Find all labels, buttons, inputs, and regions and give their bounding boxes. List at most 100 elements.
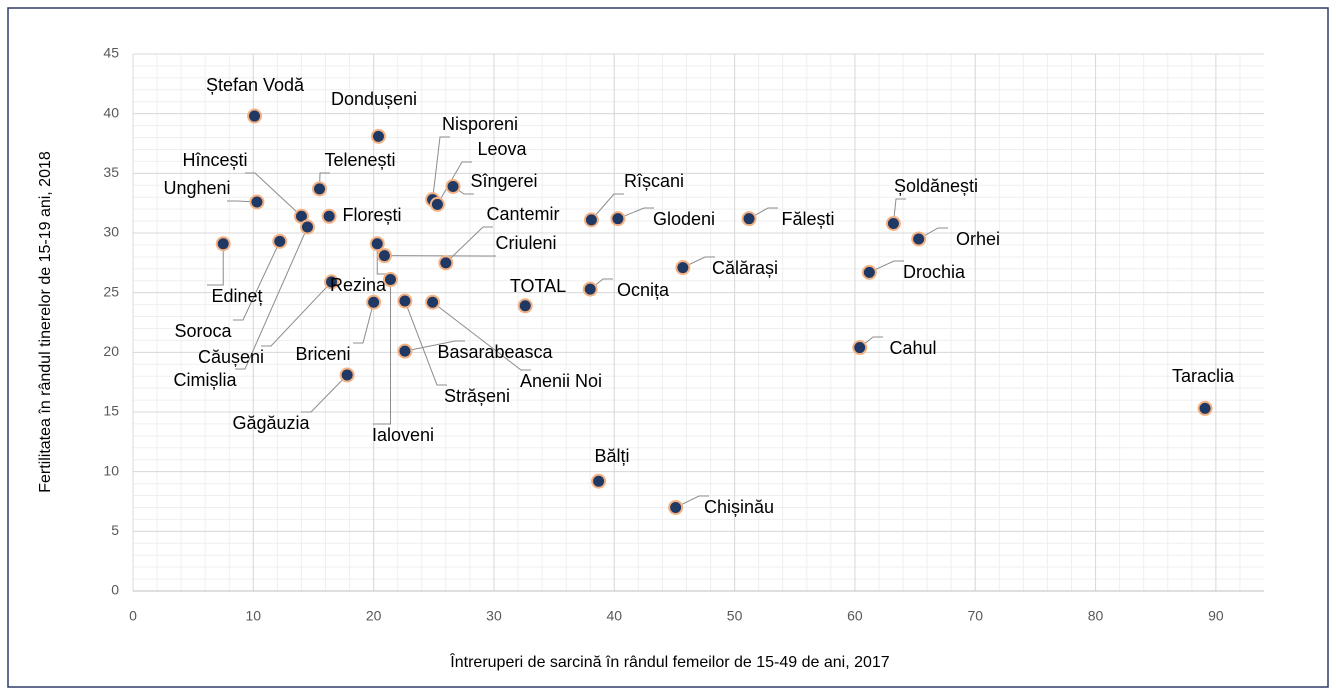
y-tick-label: 5 <box>111 522 119 538</box>
point-label: Glodeni <box>653 209 715 229</box>
leader-line <box>432 136 450 200</box>
point-label: Hîncești <box>182 150 247 170</box>
point <box>249 194 265 210</box>
y-tick-label: 40 <box>103 104 119 120</box>
point <box>438 255 454 271</box>
point-label: Orhei <box>956 229 1000 249</box>
x-tick-label: 60 <box>847 608 863 624</box>
point-label: Leova <box>477 139 527 159</box>
x-tick-label: 90 <box>1208 608 1224 624</box>
leader-line <box>301 374 348 413</box>
x-tick-label: 70 <box>967 608 983 624</box>
point-label: Cimișlia <box>174 370 238 390</box>
leader-line <box>261 281 332 347</box>
x-tick-label: 80 <box>1088 608 1104 624</box>
point-label: Rezina <box>330 275 387 295</box>
leader-line <box>617 207 654 220</box>
point <box>741 211 757 227</box>
point <box>583 212 599 228</box>
point <box>445 178 461 194</box>
x-axis-title: Întreruperi de sarcină în rândul femeilo… <box>449 652 889 671</box>
point-label: Drochia <box>903 262 966 282</box>
leader-line <box>353 302 375 344</box>
point-label: Cahul <box>889 338 936 358</box>
point-label: Chișinău <box>704 497 774 517</box>
point-label: TOTAL <box>510 276 566 296</box>
point-label: Dondușeni <box>331 89 417 109</box>
y-axis-title: Fertilitatea în rândul tinerelor de 15-1… <box>37 151 54 493</box>
leader-line <box>445 226 493 264</box>
point <box>324 274 340 290</box>
point <box>299 219 315 235</box>
y-tick-label: 10 <box>103 462 119 478</box>
point <box>582 281 598 297</box>
point <box>370 128 386 144</box>
point-label: Briceni <box>295 344 350 364</box>
point-label: Criuleni <box>495 233 556 253</box>
point <box>321 208 337 224</box>
point-label: Nisporeni <box>442 114 518 134</box>
point-label: Anenii Noi <box>520 371 602 391</box>
point <box>369 236 385 252</box>
point-label: Ștefan Vodă <box>206 75 305 95</box>
point-label: Căușeni <box>198 347 264 367</box>
x-tick-label: 30 <box>486 608 502 624</box>
point-label: Ocnița <box>617 280 670 300</box>
point-label: Telenești <box>324 150 395 170</box>
leader-line <box>436 161 472 205</box>
x-tick-label: 10 <box>246 608 262 624</box>
point <box>852 340 868 356</box>
point <box>425 294 441 310</box>
point-label: Soroca <box>174 321 232 341</box>
point-label: Strășeni <box>444 386 510 406</box>
point <box>215 236 231 252</box>
y-tick-label: 35 <box>103 164 119 180</box>
leader-line <box>591 193 624 221</box>
y-tick-label: 15 <box>103 403 119 419</box>
y-tick-label: 20 <box>103 343 119 359</box>
point <box>397 343 413 359</box>
point <box>517 298 533 314</box>
point-label: Florești <box>342 205 401 225</box>
point <box>366 294 382 310</box>
point <box>247 108 263 124</box>
point-label: Taraclia <box>1172 366 1235 386</box>
leader-line <box>432 301 531 371</box>
leader-line <box>245 172 302 217</box>
point <box>339 367 355 383</box>
point <box>376 248 392 264</box>
leader-line <box>404 300 447 386</box>
point-label: Basarabeasca <box>437 342 553 362</box>
point-label: Edineț <box>211 286 262 306</box>
point-label: Bălți <box>594 446 629 466</box>
point-label: Cantemir <box>486 204 559 224</box>
x-tick-label: 0 <box>129 608 137 624</box>
leader-line <box>233 241 281 321</box>
chart-frame <box>7 7 1329 688</box>
point <box>885 215 901 231</box>
point-label: Rîșcani <box>624 171 684 191</box>
point-label: Ialoveni <box>372 425 434 445</box>
x-tick-label: 40 <box>606 608 622 624</box>
leader-line <box>235 226 308 370</box>
point <box>382 272 398 288</box>
point-label: Șoldănești <box>894 176 978 196</box>
x-tick-label: 50 <box>727 608 743 624</box>
y-tick-label: 45 <box>103 45 119 61</box>
leader-line <box>404 340 465 352</box>
leader-line <box>682 256 715 269</box>
point-label: Sîngerei <box>470 171 537 191</box>
leader-line <box>675 495 709 508</box>
y-tick-label: 25 <box>103 283 119 299</box>
point-label: Fălești <box>781 209 834 229</box>
point-label: Călărași <box>712 258 778 278</box>
y-tick-label: 0 <box>111 582 119 598</box>
point <box>1197 400 1213 416</box>
point-label: Ungheni <box>163 178 230 198</box>
point <box>668 499 684 515</box>
leader-line <box>207 243 224 286</box>
point <box>610 211 626 227</box>
point <box>397 293 413 309</box>
point <box>591 473 607 489</box>
